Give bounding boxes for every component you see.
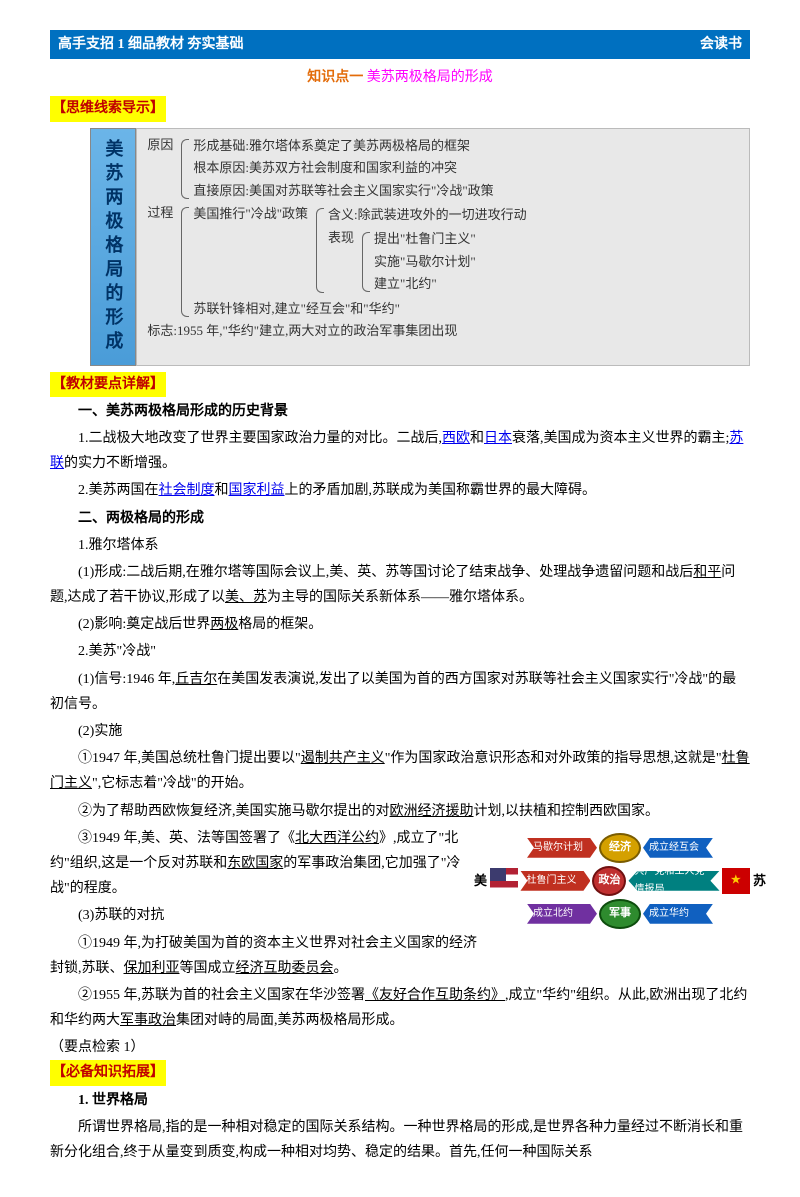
mm-ussr: 苏联针锋相对,建立"经互会"和"华约" [193, 298, 739, 321]
mm-bx-label: 表现 [328, 228, 358, 296]
detail-tag: 【教材要点详解】 [50, 372, 166, 397]
comparison-diagram: 马歇尔计划 经济 成立经互会 美 杜鲁门主义 政治 共产党和工人党情报局 ★苏 … [490, 830, 750, 932]
extend-tag: 【必备知识拓展】 [50, 1060, 166, 1085]
para-1: 1.二战极大地改变了世界主要国家政治力量的对比。二战后,西欧和日本衰落,美国成为… [50, 426, 750, 476]
mindmap-tag: 【思维线索导示】 [50, 96, 166, 121]
mm-us-hanyi: 含义:除武装进攻外的一切进攻行动 [328, 204, 739, 227]
para-9: ①1947 年,美国总统杜鲁门提出要以"遏制共产主义"作为国家政治意识形态和对外… [50, 746, 750, 796]
us-flag-icon: 美 [490, 868, 518, 894]
para-15: （要点检索 1） [50, 1035, 750, 1060]
header-left: 高手支招 1 细品教材 夯实基础 [58, 32, 244, 57]
arrow-marshall: 马歇尔计划 [527, 838, 597, 858]
mm-yy-2: 直接原因:美国对苏联等社会主义国家实行"冷战"政策 [193, 180, 739, 203]
arrow-warsaw: 成立华约 [643, 904, 713, 924]
ext-para: 所谓世界格局,指的是一种相对稳定的国际关系结构。一种世界格局的形成,是世界各种力… [50, 1115, 750, 1165]
para-7: (1)信号:1946 年,丘吉尔在美国发表演说,发出了以美国为首的西方国家对苏联… [50, 667, 750, 717]
mm-yuanyin-label: 原因 [147, 135, 177, 203]
header-bar: 高手支招 1 细品教材 夯实基础 会读书 [50, 30, 750, 59]
mm-yy-1: 根本原因:美苏双方社会制度和国家利益的冲突 [193, 157, 739, 180]
mm-bx-0: 提出"杜鲁门主义" [374, 228, 739, 251]
ext-heading: 1. 世界格局 [50, 1088, 750, 1113]
para-10: ②为了帮助西欧恢复经济,美国实施马歇尔提出的对欧洲经济援助计划,以扶植和控制西欧… [50, 799, 750, 824]
para-5: (2)影响:奠定战后世界两极格局的框架。 [50, 612, 750, 637]
para-8: (2)实施 [50, 719, 750, 744]
link-jp[interactable]: 日本 [484, 431, 512, 446]
mm-yy-0: 形成基础:雅尔塔体系奠定了美苏两极格局的框架 [193, 135, 739, 158]
link-int[interactable]: 国家利益 [229, 483, 285, 498]
para-3: 1.雅尔塔体系 [50, 533, 750, 558]
kp-title: 美苏两极格局的形成 [367, 70, 493, 85]
header-right: 会读书 [700, 32, 742, 57]
node-mil: 军事 [599, 899, 641, 929]
para-2: 2.美苏两国在社会制度和国家利益上的矛盾加剧,苏联成为美国称霸世界的最大障碍。 [50, 478, 750, 503]
mm-bx-2: 建立"北约" [374, 273, 739, 296]
para-6: 2.美苏"冷战" [50, 639, 750, 664]
mindmap-title: 美苏两极格局的形成 [90, 128, 136, 366]
mm-biaozhi: 标志:1955 年,"华约"建立,两大对立的政治军事集团出现 [147, 321, 739, 342]
mm-bx-1: 实施"马歇尔计划" [374, 251, 739, 274]
heading-1: 一、美苏两极格局形成的历史背景 [50, 399, 750, 424]
node-econ: 经济 [599, 833, 641, 863]
arrow-truman: 杜鲁门主义 [520, 871, 590, 891]
node-pol: 政治 [592, 866, 626, 896]
link-xo[interactable]: 西欧 [442, 431, 470, 446]
mindmap: 美苏两极格局的形成 原因 形成基础:雅尔塔体系奠定了美苏两极格局的框架 根本原因… [90, 128, 750, 366]
para-14: ②1955 年,苏联为首的社会主义国家在华沙签署《友好合作互助条约》,成立"华约… [50, 983, 750, 1033]
heading-2: 二、两极格局的形成 [50, 506, 750, 531]
kp-label: 知识点一 [307, 70, 363, 85]
para-13: ①1949 年,为打破美国为首的资本主义世界对社会主义国家的经济封锁,苏联、保加… [50, 931, 750, 981]
arrow-jjhz: 成立经互会 [643, 838, 713, 858]
mm-guocheng-label: 过程 [147, 203, 177, 321]
su-flag-icon: ★苏 [722, 868, 750, 894]
link-sys[interactable]: 社会制度 [159, 483, 215, 498]
arrow-gcd: 共产党和工人党情报局 [628, 871, 719, 891]
para-4: (1)形成:二战后期,在雅尔塔等国际会议上,美、英、苏等国讨论了结束战争、处理战… [50, 560, 750, 610]
mm-us-label: 美国推行"冷战"政策 [193, 204, 312, 297]
knowledge-point: 知识点一 美苏两极格局的形成 [50, 65, 750, 90]
arrow-nato: 成立北约 [527, 904, 597, 924]
mindmap-body: 原因 形成基础:雅尔塔体系奠定了美苏两极格局的框架 根本原因:美苏双方社会制度和… [136, 128, 750, 366]
